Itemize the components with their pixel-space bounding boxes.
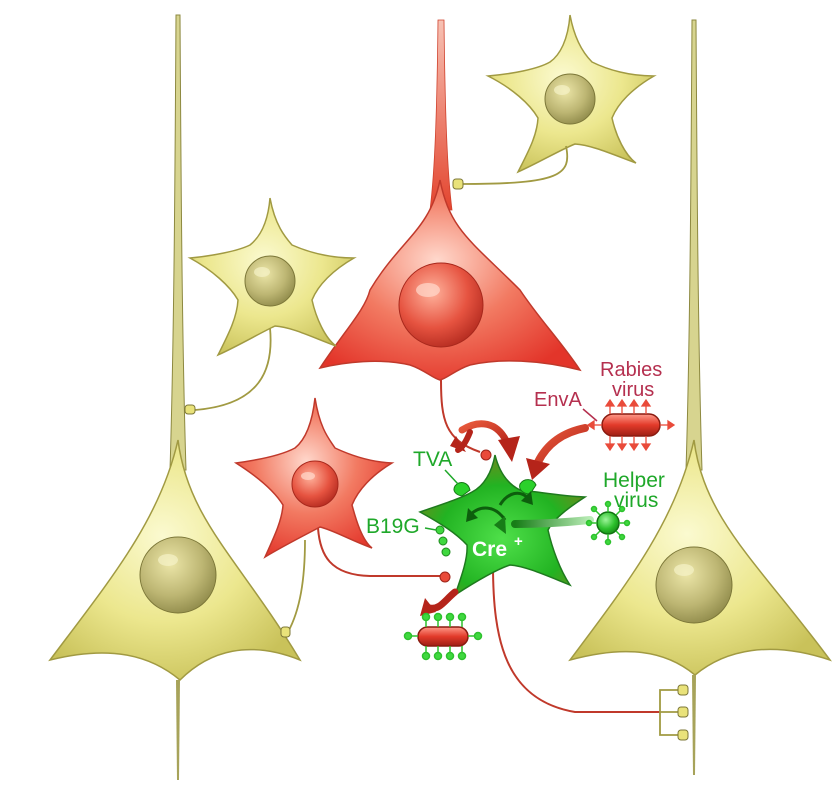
center-red-bouton [480,449,492,461]
enva-pointer [582,408,598,422]
helper-virus-label-line1: Helper [603,469,665,492]
upper-left-yellow-nucleus [244,255,296,307]
left-red-bouton [439,571,451,583]
upper-right-yellow-nucleus [544,73,596,125]
tva-receptor-right [519,479,537,495]
left-red-axon [317,527,440,577]
cre-label: Cre [472,538,507,561]
center-red-axon [440,379,481,453]
upper-right-yellow-axon [461,145,569,185]
b19g-pointer [424,527,437,531]
starter-axon [492,564,660,713]
right-pyramidal-neuron [568,19,832,775]
upper-left-yellow-stellate-neuron [184,197,357,415]
helper-virus-label-line2: virus [614,489,658,512]
g-coated-rabies-particle [403,612,483,661]
right-pyramidal-nucleus [655,546,733,624]
rabies-virus-label-line1: Rabies [600,359,662,381]
labels: TVA EnvA Rabies virus Helper virus B19G … [366,359,665,561]
rabies-virus-label-line2: virus [612,379,654,401]
helper-virus-particle [585,500,631,546]
left-red-nucleus [291,460,339,508]
left-pyramidal-nucleus [139,536,217,614]
tva-label: TVA [413,448,452,471]
left-red-to-yellow-axon [287,539,306,633]
upper-right-yellow-stellate-neuron [452,14,657,190]
center-red-nucleus [398,262,484,348]
left-pyramidal-neuron [48,14,302,780]
left-red-stellate-neuron [233,397,451,638]
center-red-pyramidal-neuron [318,19,582,461]
enva-label: EnvA [534,389,582,411]
rabies-virus-particle [586,398,676,452]
upper-left-yellow-axon [194,327,272,411]
tva-receptor-left [453,482,471,497]
tva-pointer [444,469,459,485]
cre-superscript: + [514,533,523,550]
retrograde-arrows [420,420,594,616]
b19g-label: B19G [366,515,420,538]
